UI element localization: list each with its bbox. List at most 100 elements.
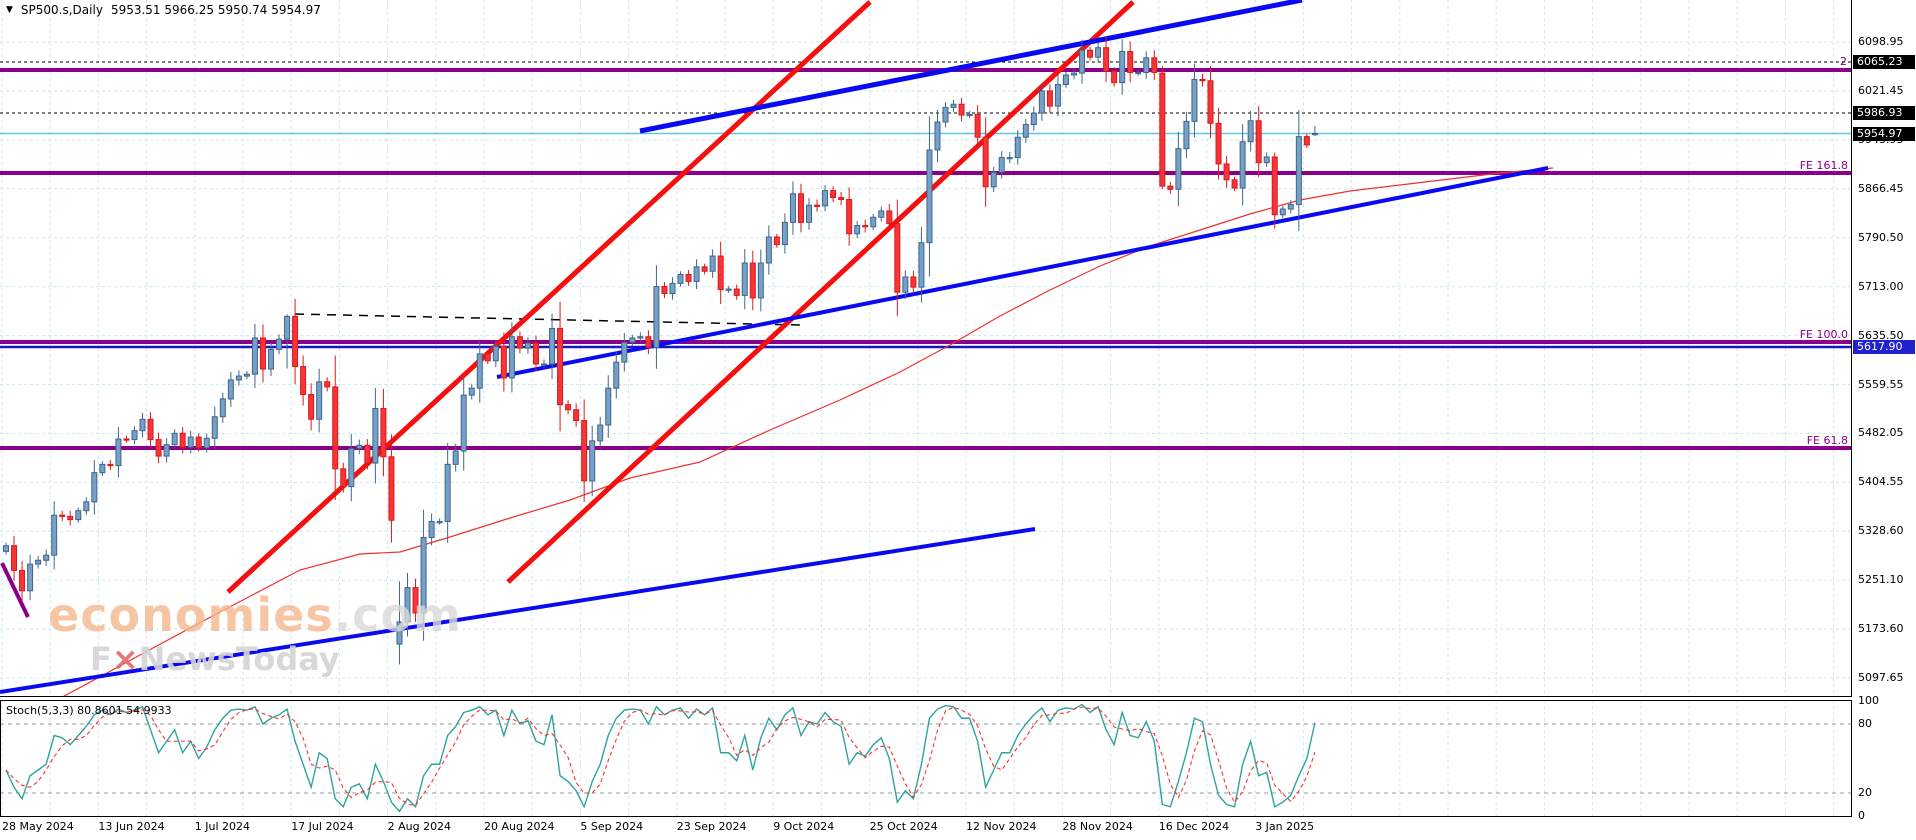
- fib-level-label: FE 61.8: [1806, 434, 1848, 447]
- candle-body: [926, 149, 933, 244]
- price-axis-label: 5251.10: [1858, 573, 1904, 587]
- candle-body: [1303, 136, 1310, 146]
- stoch-k-line: [5, 703, 1316, 813]
- candle-body: [878, 210, 885, 218]
- candle-body: [276, 338, 283, 350]
- candle-body: [396, 621, 403, 645]
- candle-body: [131, 430, 138, 441]
- candle-body: [765, 236, 772, 264]
- candle-body: [516, 336, 523, 349]
- price-axis-label: 5482.05: [1858, 426, 1904, 440]
- date-axis-label: 13 Jun 2024: [98, 820, 165, 833]
- main-price-chart[interactable]: [0, 0, 1852, 697]
- candle-body: [1030, 112, 1037, 126]
- price-axis-label: 5173.60: [1858, 622, 1904, 636]
- candle-body: [99, 463, 106, 474]
- candle-body: [918, 242, 925, 288]
- candle-body: [757, 262, 764, 299]
- candle-body: [717, 255, 724, 291]
- candle-body: [1263, 156, 1270, 164]
- candle-body: [621, 341, 628, 363]
- candle-body: [1151, 57, 1158, 73]
- date-axis-label: 20 Aug 2024: [484, 820, 555, 833]
- dashed-high-trendline[interactable]: [294, 313, 801, 326]
- candle-body: [990, 171, 997, 188]
- date-axis-label: 3 Jan 2025: [1255, 820, 1315, 833]
- candle-body: [1167, 185, 1174, 190]
- candle-body: [524, 342, 531, 349]
- candle-body: [637, 336, 644, 339]
- candle-body: [1062, 74, 1069, 86]
- candle-body: [549, 327, 556, 365]
- candle-body: [179, 432, 186, 448]
- candle-body: [1183, 120, 1190, 150]
- red-channel-b-trendline[interactable]: [506, 0, 1135, 584]
- candle-body: [814, 204, 821, 207]
- price-axis-label: 5713.00: [1858, 279, 1904, 293]
- candle-body: [115, 438, 122, 467]
- candle-body: [380, 407, 387, 458]
- price-axis-label: 6098.95: [1858, 35, 1904, 48]
- candle-body: [251, 337, 258, 375]
- candle-body: [356, 444, 363, 449]
- price-axis-label: 5866.45: [1858, 181, 1904, 195]
- candle-body: [605, 387, 612, 426]
- fib-level-label: FE 161.8: [1799, 159, 1848, 172]
- candle-body: [219, 398, 226, 418]
- stochastic-panel[interactable]: [0, 700, 1852, 820]
- candle-body: [806, 204, 812, 223]
- candle-body: [35, 559, 42, 565]
- blue-lower-trendline[interactable]: [0, 527, 1036, 694]
- candle-body: [541, 363, 548, 366]
- chevron-down-icon[interactable]: ▼: [6, 5, 13, 15]
- candle-body: [1191, 78, 1198, 122]
- candle-body: [894, 223, 901, 293]
- candle-body: [444, 463, 451, 523]
- candle-body: [565, 404, 572, 411]
- candle-body: [709, 255, 716, 272]
- candle-body: [589, 440, 596, 482]
- candle-body: [452, 450, 459, 465]
- candle-body: [484, 353, 491, 362]
- candle-body: [211, 416, 218, 439]
- stoch-scale-label: 20: [1858, 786, 1872, 799]
- candle-body: [284, 315, 291, 340]
- candle-body: [1287, 204, 1294, 210]
- candle-body: [1255, 120, 1262, 164]
- candle-body: [1119, 50, 1126, 84]
- candle-body: [1070, 72, 1077, 76]
- candle-body: [1207, 80, 1214, 124]
- candle-body: [685, 273, 692, 282]
- candle-body: [830, 190, 837, 199]
- candle-body: [645, 336, 652, 348]
- date-axis-label: 5 Sep 2024: [580, 820, 644, 833]
- fib-level-label: FE 100.0: [1799, 328, 1848, 341]
- date-axis-label: 28 May 2024: [2, 820, 74, 833]
- stoch-scale-label: 0: [1858, 809, 1865, 822]
- candle-body: [300, 366, 307, 395]
- blue-upper-trendline[interactable]: [639, 0, 1303, 134]
- chart-title: ▼ SP500.s,Daily 5953.51 5966.25 5950.74 …: [6, 3, 321, 17]
- candle-body: [1175, 148, 1182, 190]
- stochastic-indicator-label: Stoch(5,3,3) 80.8601 54.9933: [6, 704, 172, 717]
- candle-body: [669, 282, 676, 295]
- price-axis-label: 5097.65: [1858, 671, 1904, 685]
- candle-body: [412, 587, 419, 614]
- candle-body: [613, 361, 620, 389]
- candle-body: [942, 106, 949, 123]
- candle-body: [749, 262, 756, 299]
- candle-body: [51, 514, 58, 556]
- candle-body: [83, 501, 90, 512]
- candle-body: [243, 373, 250, 377]
- purple-segment-trendline[interactable]: [0, 562, 30, 618]
- candle-body: [677, 273, 684, 284]
- candle-body: [854, 225, 861, 235]
- candle-body: [43, 554, 50, 561]
- blue-support-trendline[interactable]: [496, 166, 1549, 379]
- date-axis-label: 17 Jul 2024: [291, 820, 354, 833]
- candle-body: [846, 198, 853, 235]
- candle-body: [1239, 141, 1246, 189]
- candle-body: [966, 113, 973, 117]
- candle-body: [725, 288, 732, 291]
